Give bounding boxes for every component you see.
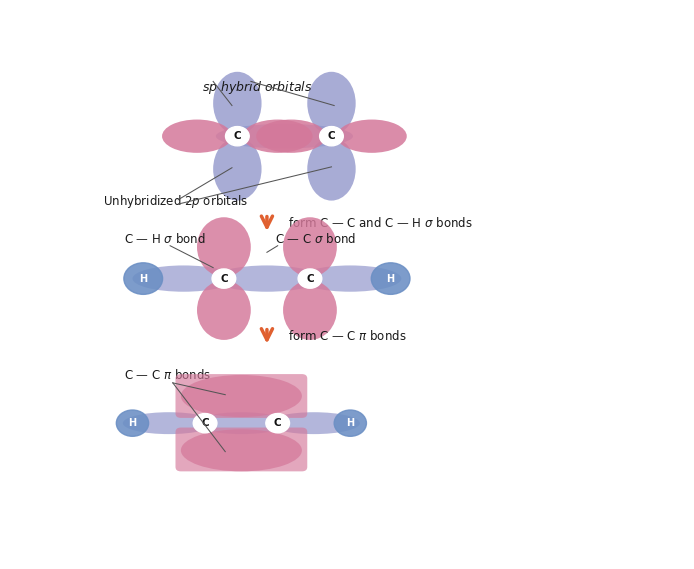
Ellipse shape — [216, 124, 353, 149]
Ellipse shape — [283, 217, 337, 277]
Ellipse shape — [307, 72, 356, 135]
Text: form C — C and C — H $\sigma$ bonds: form C — C and C — H $\sigma$ bonds — [289, 216, 473, 229]
Text: C — C $\pi$ bonds: C — C $\pi$ bonds — [124, 368, 212, 382]
Text: C: C — [274, 418, 282, 428]
Text: C — H $\sigma$ bond: C — H $\sigma$ bond — [124, 232, 206, 246]
Circle shape — [226, 126, 249, 146]
Circle shape — [298, 269, 322, 288]
Ellipse shape — [268, 412, 360, 434]
Ellipse shape — [181, 429, 302, 471]
Ellipse shape — [197, 217, 251, 277]
Circle shape — [117, 410, 149, 436]
Text: form C — C $\pi$ bonds: form C — C $\pi$ bonds — [289, 328, 407, 343]
Ellipse shape — [197, 281, 251, 340]
Ellipse shape — [133, 265, 235, 292]
Ellipse shape — [337, 119, 407, 153]
Text: C: C — [328, 131, 335, 141]
Ellipse shape — [213, 72, 262, 135]
Circle shape — [124, 263, 162, 294]
Text: C: C — [201, 418, 209, 428]
Ellipse shape — [123, 412, 214, 434]
Text: H: H — [387, 274, 395, 283]
Text: C: C — [234, 131, 241, 141]
Text: Unhybridized 2$p$ orbitals: Unhybridized 2$p$ orbitals — [103, 193, 248, 211]
Ellipse shape — [181, 375, 302, 417]
Text: $sp$ hybrid orbitals: $sp$ hybrid orbitals — [203, 79, 313, 96]
Circle shape — [335, 410, 366, 436]
FancyBboxPatch shape — [176, 374, 307, 418]
Ellipse shape — [243, 119, 313, 153]
Circle shape — [371, 263, 410, 294]
Ellipse shape — [213, 265, 321, 292]
Ellipse shape — [307, 138, 356, 201]
Circle shape — [266, 414, 289, 433]
Ellipse shape — [162, 119, 232, 153]
Ellipse shape — [196, 412, 287, 434]
FancyBboxPatch shape — [176, 427, 307, 471]
Circle shape — [212, 269, 236, 288]
Text: H: H — [139, 274, 147, 283]
Circle shape — [193, 414, 217, 433]
Ellipse shape — [213, 138, 262, 201]
Text: C — C $\sigma$ bond: C — C $\sigma$ bond — [275, 232, 356, 246]
Text: H: H — [346, 418, 355, 428]
Ellipse shape — [283, 281, 337, 340]
Text: C: C — [220, 274, 228, 283]
Text: C: C — [306, 274, 314, 283]
Ellipse shape — [256, 119, 326, 153]
Ellipse shape — [299, 265, 401, 292]
Text: H: H — [128, 418, 137, 428]
Circle shape — [320, 126, 344, 146]
